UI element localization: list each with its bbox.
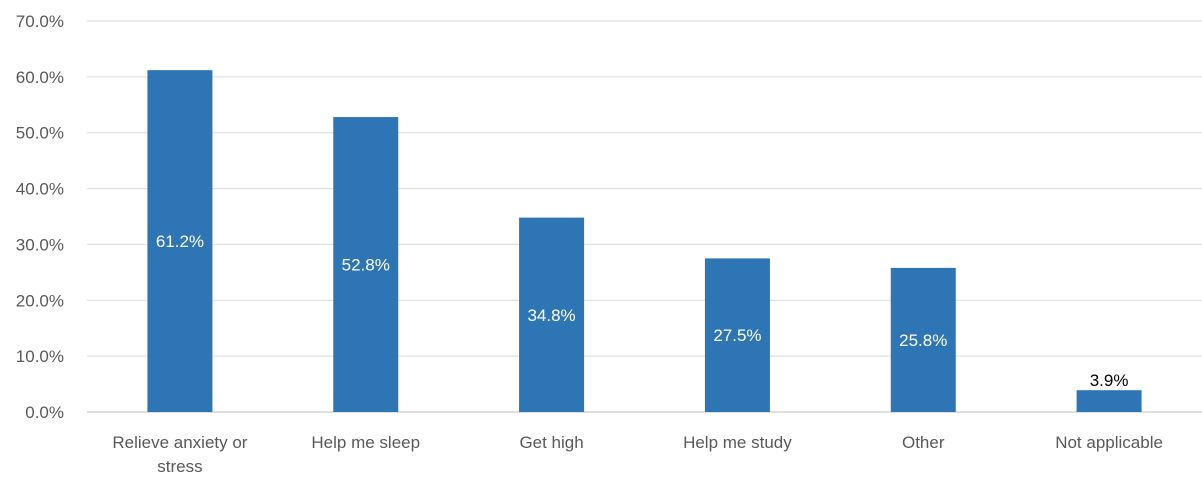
gridlines [87,20,1202,357]
x-tick-label: Help me sleep [311,433,420,452]
data-label: 3.9% [1090,371,1129,390]
y-tick-label: 0.0% [25,403,64,422]
bar [1076,390,1142,412]
bars [147,70,1142,413]
data-label: 52.8% [342,256,390,275]
data-label: 27.5% [713,326,761,345]
y-tick-label: 70.0% [16,12,64,31]
data-label: 25.8% [899,331,947,350]
y-axis: 0.0% 10.0% 20.0% 30.0% 40.0% 50.0% 60.0% 70.0% [16,12,64,422]
bar [147,70,213,412]
data-labels: 61.2% 52.8% 34.8% 27.5% 25.8% 3.9% [156,232,1129,390]
x-tick-label: Help me study [683,433,792,452]
data-label: 61.2% [156,232,204,251]
bar [333,117,399,413]
y-tick-label: 50.0% [16,124,64,143]
y-tick-label: 60.0% [16,68,64,87]
y-tick-label: 10.0% [16,347,64,366]
x-tick-label: Get high [519,433,583,452]
y-tick-label: 20.0% [16,291,64,310]
x-tick-label: Other [902,433,945,452]
data-label: 34.8% [527,306,575,325]
x-axis: Relieve anxiety or stress Help me sleep Get… [112,433,1163,476]
bar [519,217,585,412]
y-tick-label: 40.0% [16,180,64,199]
x-tick-label: Relieve anxiety or [112,433,247,452]
y-tick-label: 30.0% [16,235,64,254]
x-tick-label: Not applicable [1055,433,1163,452]
bar [704,258,770,412]
x-tick-label: stress [157,457,202,476]
bar [890,267,956,412]
